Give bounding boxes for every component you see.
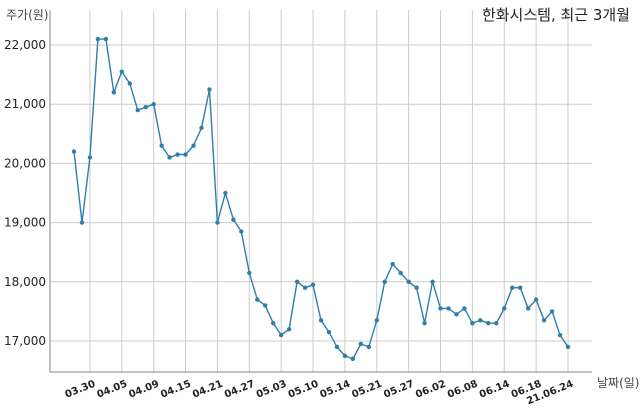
y-tick-label: 19,000 (4, 216, 46, 230)
data-point (318, 318, 324, 323)
data-point (223, 190, 228, 196)
data-point (398, 270, 403, 276)
data-point (374, 318, 379, 323)
data-point (207, 87, 212, 92)
x-axis-title: 날짜(일) (597, 376, 640, 390)
x-tick-label: 06.08 (446, 379, 479, 401)
x-tick-label: 06.02 (414, 379, 447, 401)
x-tick-label: 05.27 (382, 379, 415, 401)
data-point (350, 356, 356, 361)
data-point (87, 155, 93, 160)
y-tick-label: 21,000 (4, 97, 46, 111)
data-point (167, 155, 172, 160)
data-point (406, 279, 411, 284)
y-tick-label: 17,000 (4, 334, 46, 348)
y-tick-label: 22,000 (4, 38, 46, 52)
data-point (183, 152, 188, 157)
data-point (510, 285, 515, 290)
data-point (565, 344, 571, 350)
data-point (517, 285, 523, 290)
data-point (549, 309, 555, 314)
data-point (286, 326, 292, 332)
data-point (103, 36, 109, 42)
x-tick-label: 04.15 (159, 379, 192, 401)
data-point (278, 332, 284, 338)
data-point (270, 321, 276, 326)
data-point (533, 297, 539, 302)
data-point (255, 297, 260, 302)
data-point (390, 261, 395, 267)
y-tick-label: 20,000 (4, 156, 46, 170)
data-point (175, 152, 180, 157)
data-point (263, 303, 268, 308)
x-tick-labels: 03.3004.0504.0904.1504.2104.2705.0305.10… (64, 379, 576, 408)
data-point (143, 104, 148, 110)
data-point (294, 279, 300, 284)
data-point (454, 312, 459, 317)
data-point (438, 306, 443, 311)
x-tick-label: 04.21 (191, 379, 224, 401)
data-point (342, 353, 348, 358)
data-point (151, 102, 156, 107)
data-point (366, 344, 372, 350)
data-point (334, 344, 340, 350)
x-tick-label: 04.05 (95, 379, 128, 401)
x-tick-label: 04.27 (223, 379, 256, 401)
data-point (239, 229, 244, 234)
data-point (79, 220, 85, 225)
axes (49, 10, 592, 373)
data-point (326, 329, 332, 335)
data-point (231, 217, 236, 222)
x-tick-label: 04.09 (127, 379, 160, 401)
data-point (159, 143, 164, 148)
data-point (302, 285, 308, 290)
data-point (502, 306, 507, 311)
data-point (71, 149, 77, 154)
data-point (310, 282, 316, 287)
x-tick-label: 05.10 (287, 379, 320, 401)
data-point (111, 90, 117, 95)
data-point (470, 321, 475, 326)
data-point (494, 321, 499, 326)
data-point (135, 107, 140, 113)
series-line (73, 38, 569, 360)
data-point (478, 318, 483, 323)
data-point (557, 332, 563, 338)
y-tick-labels: 17,000 18,000 19,000 20,000 21,000 22,000 (4, 38, 46, 348)
data-point (95, 36, 101, 42)
x-tick-label: 03.30 (64, 379, 97, 401)
data-point (247, 270, 252, 276)
x-tick-label: 05.21 (350, 379, 383, 401)
data-point (414, 285, 419, 290)
data-points (71, 36, 571, 361)
data-point (382, 279, 387, 284)
data-point (119, 69, 125, 74)
data-point (541, 318, 547, 323)
data-point (430, 279, 435, 284)
chart-title: 한화시스템, 최근 3개월 (481, 6, 630, 24)
y-axis-title: 주가(원) (6, 8, 49, 22)
data-point (191, 143, 196, 148)
data-point (462, 306, 467, 311)
y-tick-label: 18,000 (4, 275, 46, 289)
x-tick-label: 05.03 (255, 379, 288, 401)
data-point (127, 81, 132, 86)
data-point (422, 321, 427, 326)
data-point (215, 220, 220, 225)
data-point (358, 341, 364, 347)
x-tick-label: 05.14 (319, 379, 352, 401)
data-point (446, 306, 451, 311)
grid-lines (50, 10, 592, 372)
data-point (486, 321, 491, 326)
data-point (199, 125, 204, 131)
data-point (525, 306, 531, 311)
x-tick-label: 06.14 (478, 379, 511, 401)
